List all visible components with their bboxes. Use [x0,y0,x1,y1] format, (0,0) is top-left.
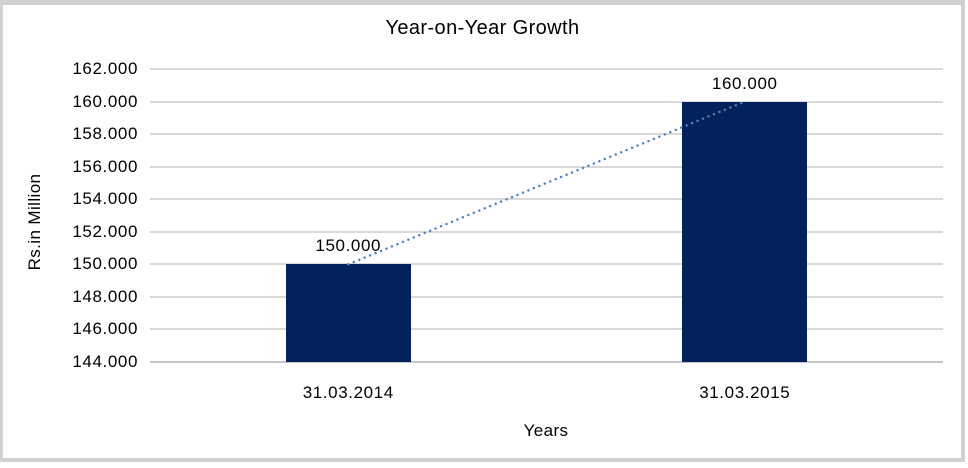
y-tick-label: 160.000 [72,92,138,111]
y-tick-label: 156.000 [72,157,138,176]
plot-area [150,68,943,363]
chart-title: Year-on-Year Growth [385,17,580,39]
y-tick-label: 146.000 [72,319,138,338]
trendline [347,100,746,266]
bar-31.03.2015 [682,101,808,362]
y-gridline [150,296,943,298]
chart-frame-border-left [0,0,3,462]
y-gridline [150,198,943,200]
chart-frame-border-right [961,0,965,462]
y-gridline [150,166,943,168]
y-tick-label: 158.000 [72,124,138,143]
y-tick-label: 150.000 [72,254,138,273]
y-tick-label: 152.000 [72,222,138,241]
y-gridline [150,263,943,265]
y-gridline [150,68,943,70]
chart-frame-border-top [0,0,965,5]
y-axis-title: Rs.in Million [25,173,44,271]
y-gridline [150,328,943,330]
data-label: 150.000 [315,236,382,256]
data-label: 160.000 [711,73,778,93]
y-tick-label: 154.000 [72,189,138,208]
y-tick-label: 144.000 [72,352,138,371]
x-axis-line [150,361,943,363]
y-gridline [150,101,943,103]
x-tick-label: 31.03.2015 [699,383,791,402]
y-tick-label: 162.000 [72,59,138,78]
x-axis-title: Years [523,421,569,440]
chart-frame-border-bottom [0,458,965,462]
y-gridline [150,133,943,135]
bar-31.03.2014 [285,264,411,362]
x-tick-label: 31.03.2014 [302,383,394,402]
y-gridline [150,231,943,233]
y-tick-label: 148.000 [72,287,138,306]
